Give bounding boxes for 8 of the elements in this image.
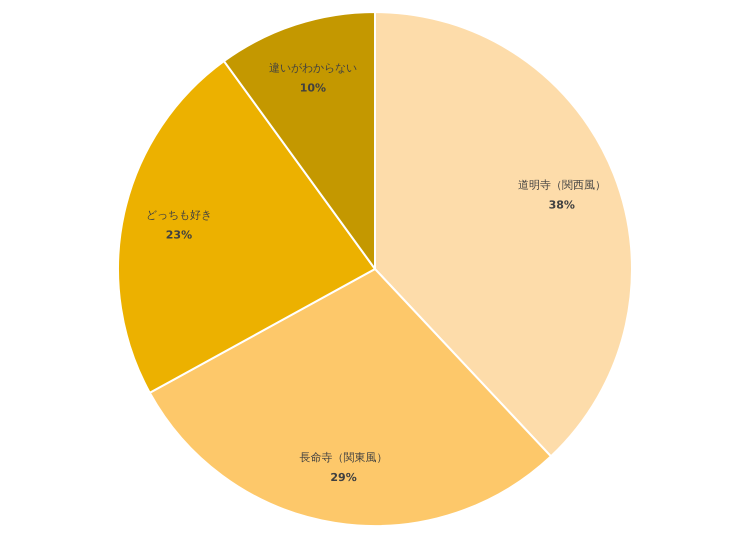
data-label: 10% <box>300 81 326 94</box>
slice-label: どっちも好き <box>146 208 212 222</box>
slice-label: 違いがわからない <box>268 61 357 74</box>
slice-label: 道明寺（関西風） <box>518 178 606 192</box>
data-label: 38% <box>548 198 575 212</box>
slice-label: 長命寺（関東風） <box>300 450 388 464</box>
data-label: 23% <box>166 228 192 242</box>
data-label: 29% <box>330 470 357 484</box>
